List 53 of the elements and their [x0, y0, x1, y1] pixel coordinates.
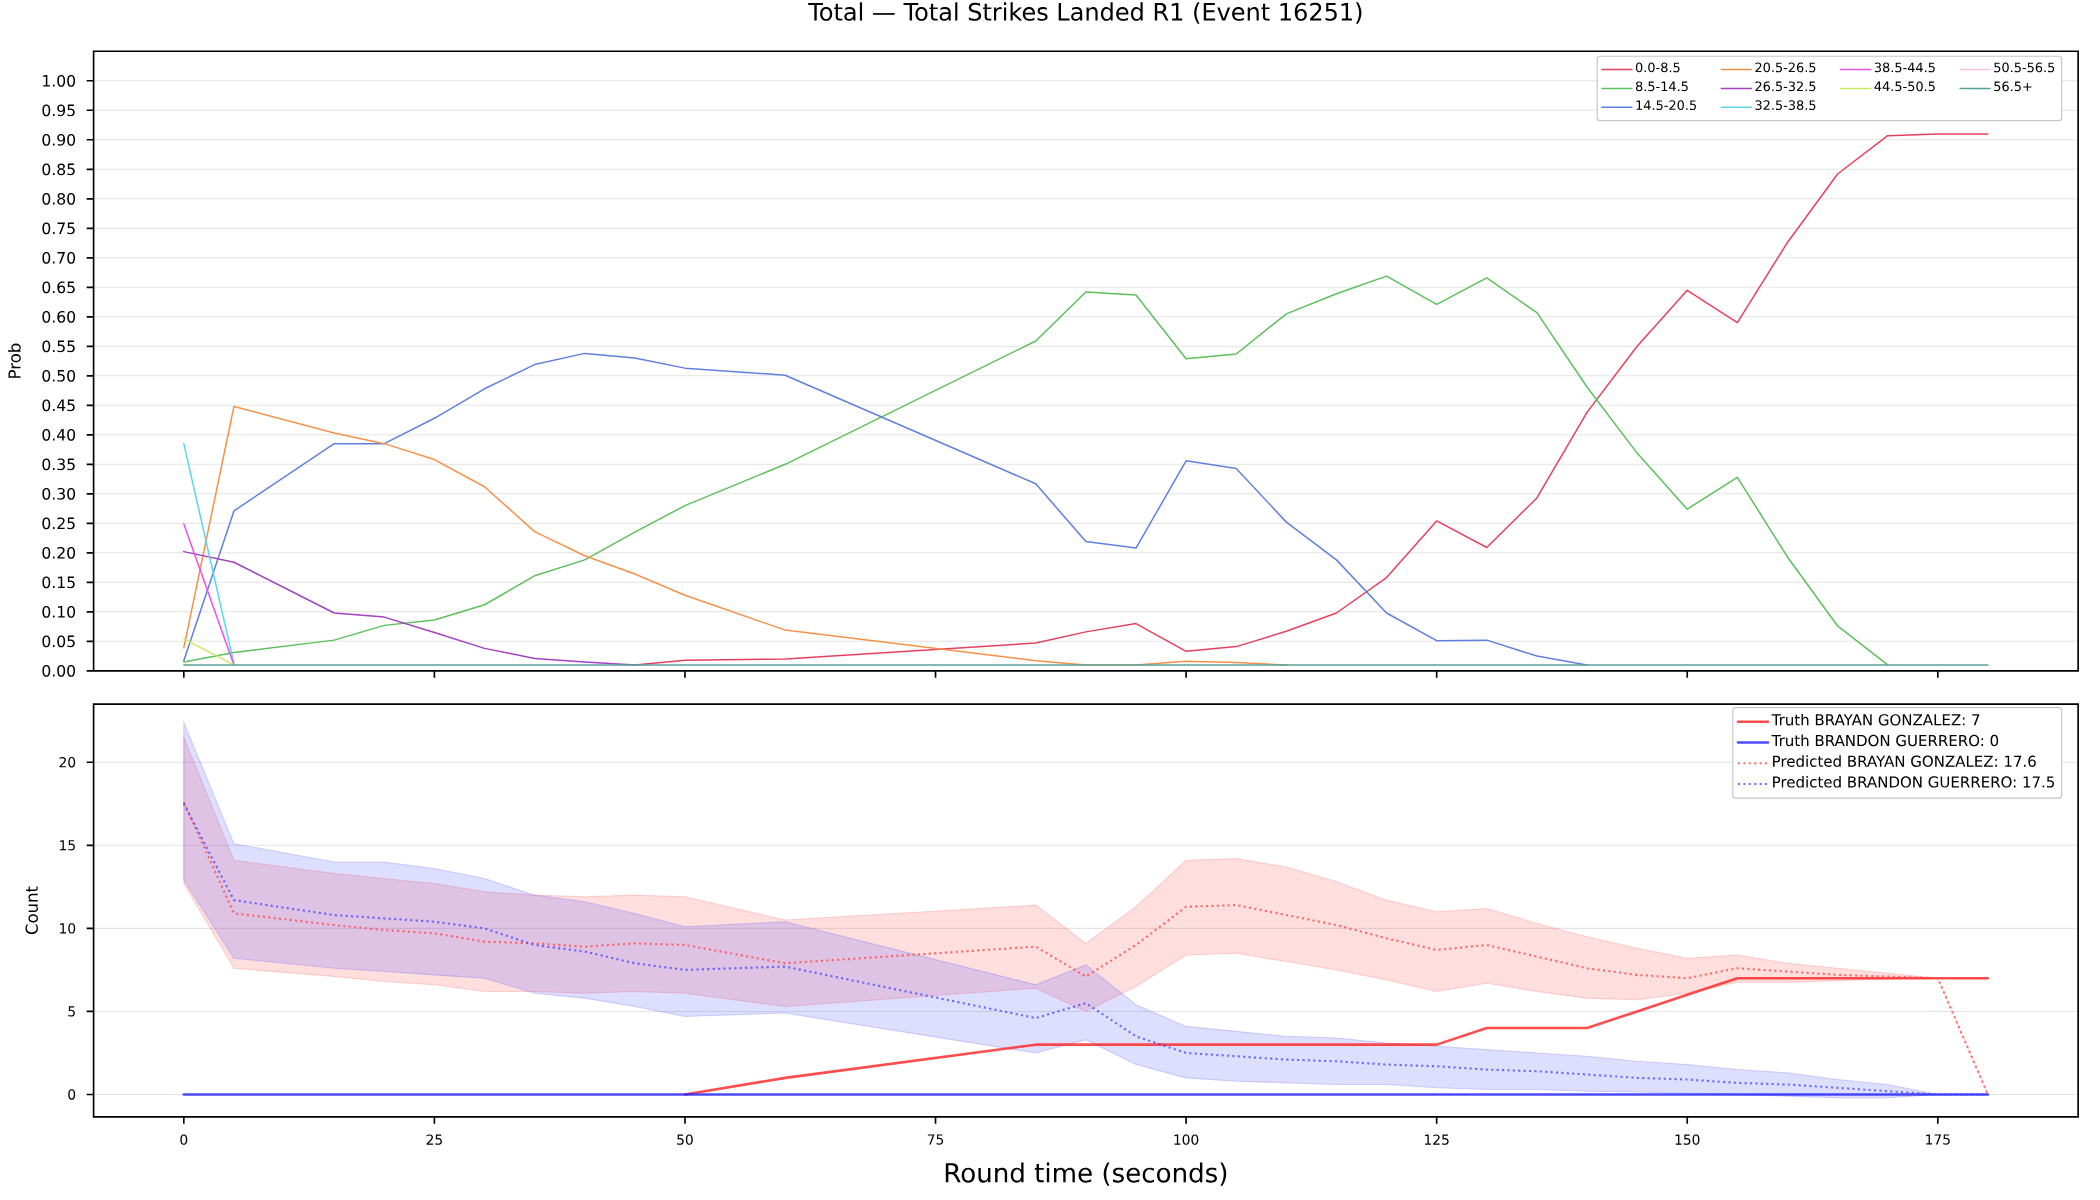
y-tick-label: 5: [68, 1006, 75, 1017]
y-tick-label: 0.35: [42, 458, 75, 471]
legend-label: 38.5-44.5: [1874, 62, 1935, 73]
legend-label: 32.5-38.5: [1755, 100, 1816, 111]
legend-label: 50.5-56.5: [1994, 62, 2055, 73]
legend-label: 14.5-20.5: [1636, 100, 1696, 111]
legend-label: 0.0-8.5: [1635, 62, 1680, 73]
y-tick-label: 0.60: [42, 310, 76, 323]
y-tick-label: 10: [60, 923, 76, 934]
x-tick-label: 50: [677, 1134, 693, 1145]
x-tick-label: 25: [426, 1134, 442, 1145]
y-tick-label: 0.65: [42, 281, 75, 294]
legend-label: 44.5-50.5: [1874, 81, 1935, 92]
legend-label: Truth BRANDON GUERRERO: 0: [1771, 734, 1999, 747]
legend-label: 26.5-32.5: [1755, 81, 1816, 92]
y-tick-label: 0.15: [42, 576, 75, 589]
x-axis-title: Round time (seconds): [945, 1162, 1227, 1186]
y-tick-label: 0.70: [42, 251, 76, 264]
y-tick-label: 0.90: [42, 133, 76, 146]
x-tick-label: 100: [1174, 1134, 1199, 1145]
y-tick-label: 0.85: [42, 163, 75, 176]
line-series: [183, 275, 1889, 666]
legend-label: Predicted BRANDON GUERRERO: 17.5: [1773, 776, 2055, 788]
y-tick-label: 0.25: [42, 517, 75, 530]
y-tick-label: 0.10: [42, 605, 76, 618]
y-tick-label: 0.55: [42, 340, 75, 353]
legend-label: 8.5-14.5: [1635, 81, 1688, 92]
y-tick-label: 20: [59, 757, 76, 768]
x-tick-label: 125: [1425, 1134, 1449, 1145]
y-tick-label: 0.00: [42, 664, 76, 677]
y-tick-label: 0.05: [42, 635, 75, 648]
y-tick-label: 0.80: [42, 192, 76, 205]
y-axis-title: Count: [25, 886, 38, 935]
y-tick-label: 0.75: [42, 222, 75, 235]
legend-label: 20.5-26.5: [1755, 62, 1816, 73]
y-tick-label: 1.00: [43, 74, 76, 87]
x-tick-label: 150: [1675, 1134, 1700, 1145]
y-axis-title: Prob: [7, 343, 21, 378]
legend-label: 56.5+: [1994, 81, 2032, 92]
legend-label: Truth BRAYAN GONZALEZ: 7: [1771, 713, 1980, 726]
y-tick-label: 0.50: [42, 369, 76, 382]
x-tick-label: 0: [180, 1134, 188, 1145]
x-tick-label: 75: [927, 1134, 944, 1145]
chart-title: Total — Total Strikes Landed R1 (Event 16251): [808, 2, 1362, 24]
y-tick-label: 0.45: [42, 399, 75, 412]
y-tick-label: 0.95: [42, 104, 75, 117]
y-tick-label: 15: [60, 840, 75, 851]
y-tick-label: 0.30: [42, 487, 76, 500]
y-tick-label: 0: [68, 1089, 76, 1100]
y-tick-label: 0.40: [42, 428, 76, 441]
legend-label: Predicted BRAYAN GONZALEZ: 17.6: [1773, 755, 2036, 767]
y-tick-label: 0.20: [42, 546, 76, 559]
x-tick-label: 175: [1926, 1134, 1950, 1145]
